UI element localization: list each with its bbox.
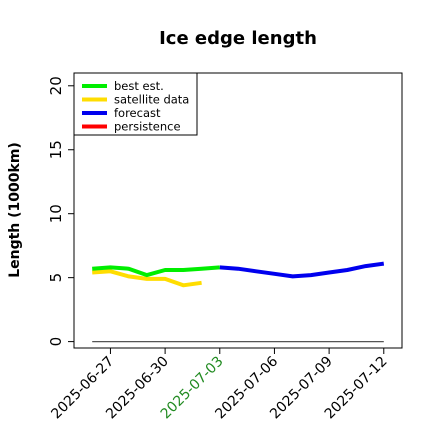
legend-box <box>73 72 198 136</box>
y-axis: 0 5 10 15 20 <box>47 76 74 346</box>
series-line-forecast <box>219 261 385 279</box>
y-tick-label: 0 <box>47 337 65 347</box>
legend-label-best-est: best est. <box>114 79 164 93</box>
y-tick-label: 5 <box>47 273 65 283</box>
y-tick-label: 20 <box>47 76 65 95</box>
series-layer <box>92 261 385 343</box>
plot-frame <box>73 72 403 349</box>
y-axis-label: Length (1000km) <box>7 142 23 278</box>
legend-label-forecast: forecast <box>114 106 161 120</box>
series-line-satellite-data <box>92 269 202 288</box>
x-axis: 2025-06-272025-06-302025-07-032025-07-06… <box>48 348 391 422</box>
y-tick-label: 10 <box>47 204 65 223</box>
chart-title: Ice edge length <box>159 28 317 49</box>
y-tick-label: 15 <box>47 140 65 159</box>
legend-label-satellite-data: satellite data <box>114 93 189 107</box>
legend: best est.satellite dataforecastpersisten… <box>73 72 198 136</box>
series-line-best-est <box>92 265 220 278</box>
legend-label-persistence: persistence <box>114 120 181 134</box>
